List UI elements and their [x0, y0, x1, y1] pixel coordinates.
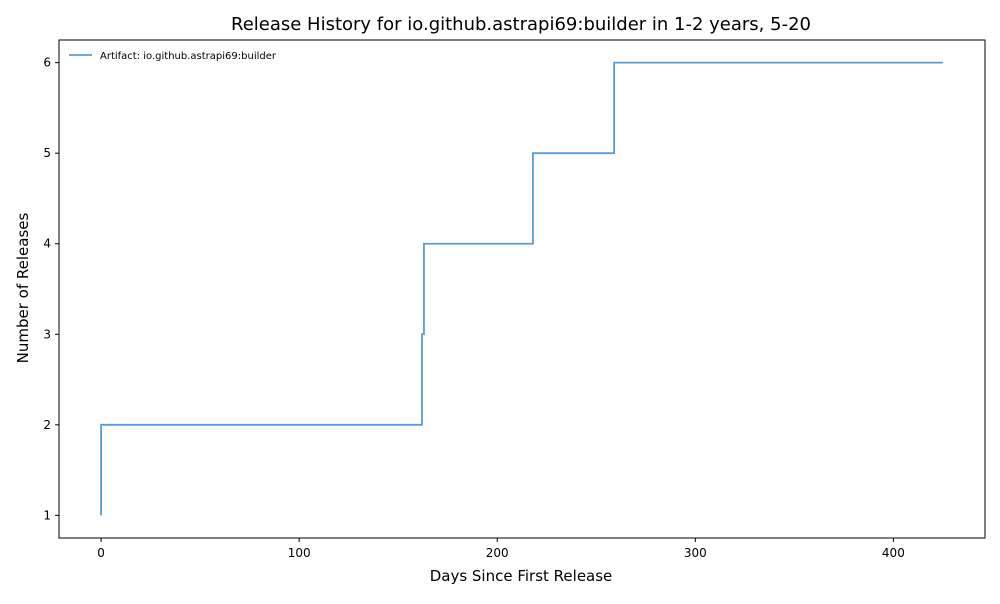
y-tick-label: 5 — [43, 146, 51, 160]
y-axis-label: Number of Releases — [14, 212, 32, 363]
x-tick-label: 200 — [486, 546, 509, 560]
x-axis-ticks: 0 100 200 300 400 — [97, 538, 905, 560]
x-tick-label: 0 — [97, 546, 105, 560]
chart-title: Release History for io.github.astrapi69:… — [231, 14, 811, 35]
y-tick-label: 6 — [43, 56, 51, 70]
series-layer — [100, 61, 943, 516]
y-axis-ticks: 1 2 3 4 5 6 — [43, 56, 59, 522]
x-axis-label: Days Since First Release — [430, 567, 613, 585]
legend-label: Artifact: io.github.astrapi69:builder — [100, 51, 277, 62]
x-tick-label: 400 — [882, 546, 905, 560]
y-tick-label: 2 — [43, 418, 51, 432]
y-tick-label: 3 — [43, 327, 51, 341]
y-tick-label: 1 — [43, 508, 51, 522]
x-tick-label: 300 — [684, 546, 707, 560]
plot-area-frame — [58, 39, 986, 539]
y-tick-label: 4 — [43, 237, 51, 251]
legend: Artifact: io.github.astrapi69:builder — [69, 51, 277, 62]
x-tick-label: 100 — [288, 546, 311, 560]
series-line — [100, 61, 943, 516]
